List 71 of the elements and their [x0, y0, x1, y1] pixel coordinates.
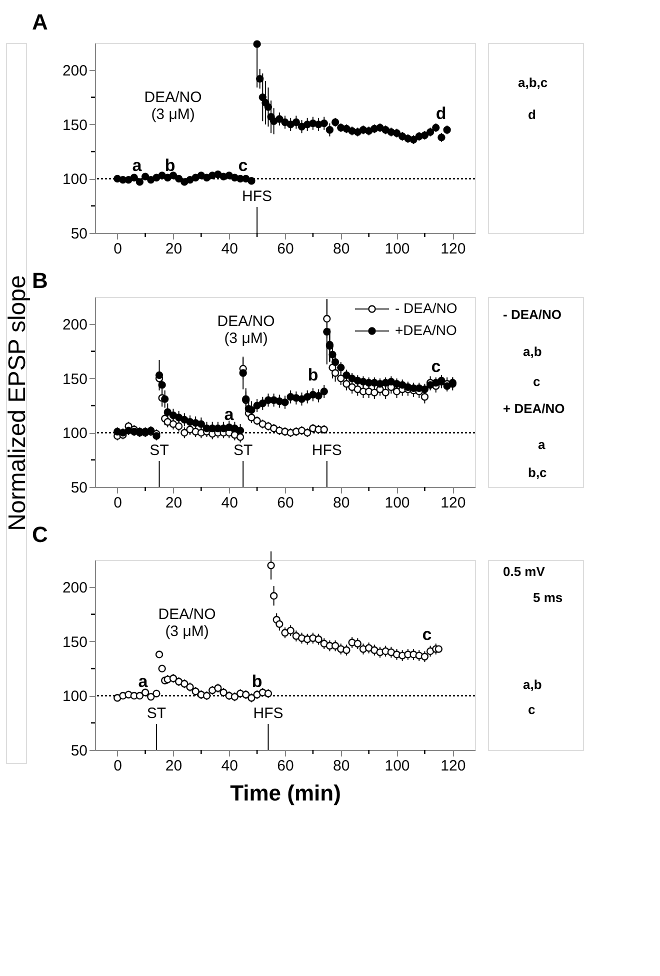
x-tick-label: 120	[440, 494, 466, 512]
ref-line-label: ST	[146, 705, 166, 722]
annotation: DEA/NO (3 μM)	[158, 606, 216, 640]
text: a,b,c	[518, 75, 548, 90]
y-tick-label: 150	[62, 116, 88, 134]
annotation: a	[224, 405, 234, 424]
x-tick-label: 60	[277, 240, 294, 258]
y-tick-label: 50	[70, 226, 88, 242]
y-tick-label: 100	[62, 425, 88, 442]
x-tick-label: 20	[165, 758, 182, 774]
x-tick-label: 40	[221, 758, 238, 774]
x-tick-label: 100	[384, 758, 410, 774]
annotation: d	[436, 104, 446, 123]
text: d	[528, 107, 536, 122]
x-tick-label: 100	[384, 494, 410, 512]
y-tick-label: 150	[62, 370, 88, 388]
x-tick-label: 60	[277, 758, 294, 774]
y-tick-label: 200	[62, 580, 88, 597]
x-tick-label: 20	[165, 240, 182, 258]
text: c	[533, 374, 540, 389]
x-tick-label: 40	[221, 494, 238, 512]
annotation: DEA/NO (3 μM)	[217, 313, 275, 347]
annotation: b	[308, 365, 318, 384]
text: c	[528, 702, 536, 717]
annotation: DEA/NO (3 μM)	[144, 89, 202, 123]
x-tick-label: 0	[114, 240, 122, 258]
annotation: c	[238, 156, 248, 175]
y-tick-label: 100	[62, 171, 88, 188]
x-tick-label: 20	[165, 494, 182, 512]
text: + DEA/NO	[503, 401, 565, 416]
y-axis-title: Normalized EPSP slope	[4, 275, 31, 531]
x-tick-label: 0	[114, 758, 122, 774]
x-tick-label: 120	[440, 758, 466, 774]
text: - DEA/NO	[503, 307, 562, 322]
annotation: b	[252, 672, 262, 691]
y-tick-label: 50	[70, 742, 88, 760]
annotation: a	[138, 672, 148, 691]
text: a,b	[523, 677, 542, 692]
x-tick-label: 80	[333, 494, 350, 512]
legend-label: +DEA/NO	[395, 322, 457, 338]
x-tick-label: 60	[277, 494, 294, 512]
annotation: b	[164, 156, 176, 175]
legend-label: - DEA/NO	[395, 300, 458, 316]
x-tick-label: 80	[333, 240, 350, 258]
y-tick-label: 200	[62, 316, 88, 334]
x-tick-label: 80	[333, 758, 350, 774]
text: a,b	[523, 344, 542, 359]
ref-line-label: HFS	[253, 705, 284, 722]
chart-title: A	[32, 9, 48, 34]
chart-title: B	[32, 268, 48, 293]
y-tick-label: 150	[62, 634, 88, 651]
x-tick-label: 40	[221, 240, 238, 258]
x-axis-title: Time (min)	[230, 780, 341, 806]
chart-title: C	[32, 522, 48, 547]
ref-line-label: ST	[150, 442, 169, 459]
x-tick-label: 0	[114, 494, 122, 512]
y-tick-label: 100	[62, 688, 88, 706]
text: a	[538, 437, 546, 452]
annotation: a	[132, 156, 142, 175]
text: 0.5 mV	[503, 564, 546, 579]
ref-line-label: ST	[234, 442, 253, 459]
annotation: c	[431, 357, 441, 376]
text: 5 ms	[533, 590, 563, 605]
y-tick-label: 200	[62, 62, 88, 80]
annotation: c	[422, 625, 432, 644]
y-tick-label: 50	[70, 480, 88, 496]
x-tick-label: 120	[440, 240, 466, 258]
text: b,c	[528, 465, 547, 480]
ref-line-label: HFS	[312, 442, 342, 459]
x-tick-label: 100	[384, 240, 410, 258]
ref-line-label: HFS	[242, 188, 272, 205]
